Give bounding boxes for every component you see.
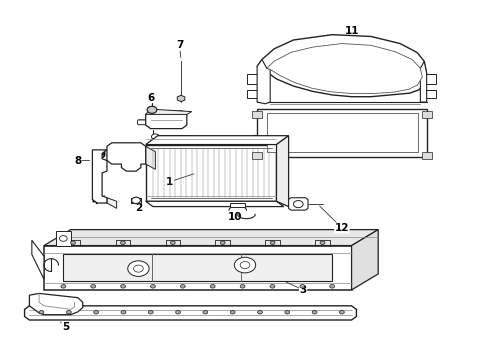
Polygon shape (107, 198, 117, 208)
Polygon shape (63, 255, 332, 281)
Polygon shape (146, 146, 155, 169)
Circle shape (39, 310, 44, 314)
Text: 6: 6 (147, 94, 154, 103)
Polygon shape (146, 109, 192, 114)
Text: 10: 10 (228, 212, 243, 222)
Text: 12: 12 (335, 223, 349, 233)
Polygon shape (177, 95, 185, 102)
Polygon shape (267, 44, 422, 94)
Polygon shape (56, 231, 71, 246)
Text: 9: 9 (98, 150, 106, 160)
Polygon shape (146, 136, 289, 145)
Polygon shape (420, 61, 427, 102)
Circle shape (171, 241, 175, 244)
Circle shape (121, 310, 126, 314)
Polygon shape (422, 152, 432, 159)
Polygon shape (252, 111, 262, 118)
Circle shape (320, 241, 325, 244)
Polygon shape (426, 90, 437, 99)
Circle shape (270, 284, 275, 288)
Circle shape (340, 310, 344, 314)
Circle shape (128, 261, 149, 276)
Polygon shape (24, 306, 356, 320)
Circle shape (251, 135, 259, 141)
Polygon shape (276, 136, 289, 207)
Circle shape (147, 106, 157, 113)
Polygon shape (32, 240, 44, 279)
Circle shape (71, 241, 75, 244)
Circle shape (240, 261, 250, 269)
Polygon shape (146, 111, 187, 129)
Circle shape (285, 310, 290, 314)
Circle shape (121, 284, 125, 288)
Circle shape (151, 134, 159, 140)
Polygon shape (257, 35, 427, 97)
Circle shape (94, 310, 98, 314)
Polygon shape (247, 74, 258, 84)
Circle shape (258, 310, 263, 314)
Polygon shape (267, 113, 418, 152)
Text: 7: 7 (176, 40, 183, 50)
Polygon shape (230, 203, 245, 207)
Polygon shape (146, 145, 276, 201)
Circle shape (220, 241, 225, 244)
Polygon shape (146, 201, 284, 207)
Circle shape (300, 284, 305, 288)
Polygon shape (247, 90, 258, 99)
Text: 4: 4 (91, 196, 98, 206)
Polygon shape (107, 143, 146, 171)
Polygon shape (352, 230, 378, 290)
Polygon shape (131, 198, 141, 203)
Polygon shape (426, 74, 437, 84)
Circle shape (203, 310, 208, 314)
Circle shape (132, 197, 140, 203)
Circle shape (210, 284, 215, 288)
Circle shape (294, 201, 303, 208)
Circle shape (150, 284, 155, 288)
Circle shape (91, 284, 96, 288)
Circle shape (134, 265, 143, 272)
Circle shape (67, 310, 71, 314)
Circle shape (180, 284, 185, 288)
Circle shape (61, 284, 66, 288)
Circle shape (175, 310, 180, 314)
Polygon shape (257, 59, 270, 104)
Text: 1: 1 (166, 177, 173, 187)
Polygon shape (422, 111, 432, 118)
Text: 11: 11 (344, 26, 359, 36)
Polygon shape (257, 109, 427, 157)
Circle shape (230, 310, 235, 314)
Polygon shape (29, 293, 83, 315)
Circle shape (234, 257, 256, 273)
Polygon shape (289, 198, 308, 210)
Text: 3: 3 (299, 285, 307, 295)
Circle shape (121, 241, 125, 244)
Polygon shape (44, 246, 352, 290)
Text: 5: 5 (62, 322, 70, 332)
Polygon shape (252, 152, 262, 159)
Circle shape (148, 310, 153, 314)
Polygon shape (93, 150, 107, 203)
Circle shape (240, 284, 245, 288)
Circle shape (59, 236, 67, 241)
Circle shape (312, 310, 317, 314)
Polygon shape (44, 230, 378, 246)
Circle shape (270, 241, 275, 244)
Circle shape (330, 284, 335, 288)
Text: 8: 8 (74, 156, 81, 166)
Text: 2: 2 (135, 203, 142, 213)
